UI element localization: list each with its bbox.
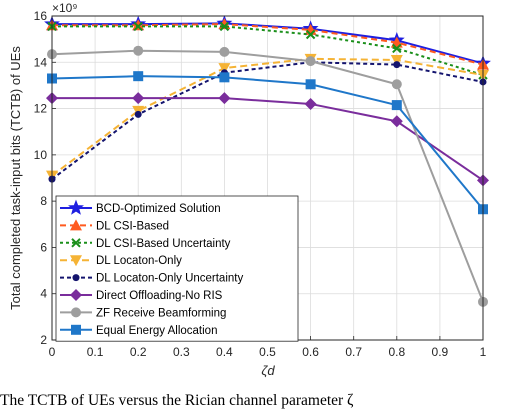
y-tick-label: 8 (40, 194, 47, 208)
data-point (134, 110, 142, 118)
y-tick-label: 2 (40, 333, 47, 347)
data-point (132, 92, 145, 105)
data-point (132, 19, 145, 31)
legend-entry: BCD-Optimized Solution (60, 199, 221, 215)
x-tick-label: 1 (480, 345, 487, 359)
x-tick-label: 0.8 (388, 345, 405, 359)
legend-entry: DL Locaton-Only Uncertainty (60, 273, 243, 285)
y-tick-label: 10 (34, 148, 48, 162)
legend-label: DL CSI-Based (96, 220, 169, 232)
x-tick-label: 0.3 (173, 345, 190, 359)
y-axis-label: Total completed task-input bits (TCTB) o… (8, 46, 23, 310)
legend-label: BCD-Optimized Solution (96, 203, 221, 215)
legend-label: DL CSI-Based Uncertainty (96, 238, 231, 250)
data-point (391, 79, 402, 90)
data-point (392, 43, 402, 54)
data-point (219, 46, 230, 57)
chart: 0 0.1 0.2 0.3 0.4 0.5 0.6 0.7 0.8 0.9 124681012141… (8, 1, 491, 378)
legend-entry: ZF Receive Beamforming (60, 307, 226, 319)
y-exponent: ×10⁹ (52, 1, 78, 15)
data-point (133, 71, 144, 82)
legend-entry: DL CSI-Based (60, 219, 169, 232)
series-line (52, 97, 484, 182)
x-tick-label: 0.6 (302, 345, 319, 359)
x-tick-label: 0.7 (345, 345, 362, 359)
legend-marker (71, 324, 81, 335)
data-point (390, 54, 403, 66)
data-point (218, 63, 231, 75)
legend-entry: DL Locaton-Only (60, 255, 182, 267)
legend-entry: Direct Offloading-No RIS (60, 289, 223, 302)
y-tick-label: 14 (34, 55, 48, 69)
legend-label: Direct Offloading-No RIS (96, 290, 223, 302)
y-tick-label: 16 (34, 9, 48, 23)
legend-entry: DL CSI-Based Uncertainty (60, 238, 231, 250)
ticks: 0 0.1 0.2 0.3 0.4 0.5 0.6 0.7 0.8 0.9 124681012141… (34, 9, 487, 359)
series-line (52, 25, 484, 76)
legend-label: ZF Receive Beamforming (96, 307, 226, 319)
data-point (304, 97, 317, 110)
data-point (219, 72, 230, 83)
legend-marker (70, 255, 82, 267)
data-point (305, 56, 316, 67)
series-line (51, 75, 484, 210)
data-point (218, 92, 231, 105)
x-tick-label: 0.9 (432, 345, 449, 359)
legend-marker (71, 307, 81, 318)
x-tick-label: 0 (49, 345, 56, 359)
legend-entry: Equal Energy Allocation (60, 324, 217, 337)
figure-caption: The TCTB of UEs versus the Rician channe… (0, 392, 354, 409)
y-tick-label: 4 (40, 287, 47, 301)
y-tick-label: 12 (34, 102, 48, 116)
legend-marker (70, 289, 82, 301)
series-layer (44, 15, 491, 307)
x-tick-label: 0.4 (216, 345, 233, 359)
y-tick-label: 6 (40, 240, 47, 254)
legend-label: DL Locaton-Only (96, 255, 182, 267)
series-line (52, 23, 484, 66)
legend-label: DL Locaton-Only Uncertainty (96, 273, 243, 285)
data-point (390, 115, 403, 128)
x-tick-label: 0.2 (130, 345, 147, 359)
series-line (51, 57, 484, 177)
x-tick-label: 0.5 (259, 345, 276, 359)
x-tick-label: 0.1 (87, 345, 104, 359)
data-point (133, 21, 143, 32)
data-point (305, 79, 316, 90)
series-line (51, 49, 484, 303)
data-point (219, 21, 230, 32)
legend-marker (72, 274, 80, 282)
x-axis-label: ζd (261, 363, 275, 378)
data-point (305, 29, 316, 40)
legend-box (55, 195, 299, 342)
legend-marker (70, 219, 82, 231)
legend-label: Equal Energy Allocation (96, 325, 217, 337)
series-line (51, 61, 484, 180)
data-point (391, 100, 402, 111)
legend: BCD-Optimized Solution DL CSI-Based DL CSI… (55, 195, 299, 342)
legend-marker (68, 199, 84, 215)
data-point (133, 45, 144, 56)
legend-marker (71, 238, 81, 248)
data-point (393, 61, 401, 69)
